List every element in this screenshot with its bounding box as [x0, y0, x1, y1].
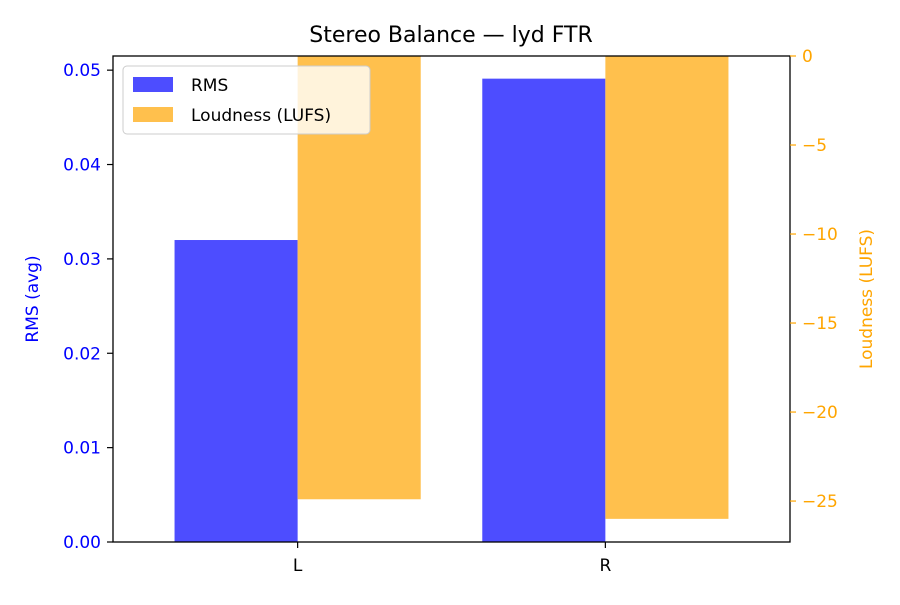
y-right-tick-label: −25: [802, 492, 838, 512]
plot-frame: [112, 55, 791, 543]
y-left-tick-label: 0.01: [63, 439, 101, 459]
legend-label-rms: RMS: [191, 76, 228, 96]
bar-loudness-r: [605, 56, 729, 519]
x-tick-label: L: [293, 556, 303, 576]
x-tick-label: R: [599, 556, 611, 576]
y-left-axis-label: RMS (avg): [23, 255, 43, 342]
legend-box: [122, 65, 371, 135]
legend-swatch-loudness: [133, 107, 173, 122]
y-left-tick-label: 0.04: [63, 156, 101, 176]
y-left-tick-label: 0.02: [63, 344, 101, 364]
y-left-tick-label: 0.00: [63, 533, 101, 553]
legend: RMS Loudness (LUFS): [122, 65, 371, 135]
axes: L R 0.00 0.01 0.02 0.03 0.04 0.05 0 −5 −10 −15 −20 −2…: [23, 47, 877, 576]
chart-title: Stereo Balance — lyd FTR: [309, 23, 593, 48]
y-left-tick-label: 0.03: [63, 250, 101, 270]
legend-swatch-rms: [133, 77, 173, 92]
bar-rms-r: [482, 78, 606, 542]
y-right-tick-label: −15: [802, 314, 838, 334]
y-left-tick-label: 0.05: [63, 61, 101, 81]
y-right-axis-label: Loudness (LUFS): [857, 229, 877, 369]
y-right-tick-label: −5: [802, 136, 827, 156]
y-right-tick-label: 0: [802, 47, 813, 67]
y-right-tick-label: −10: [802, 225, 838, 245]
y-right-tick-label: −20: [802, 403, 838, 423]
bar-rms-l: [174, 240, 298, 543]
legend-label-loudness: Loudness (LUFS): [191, 106, 331, 126]
